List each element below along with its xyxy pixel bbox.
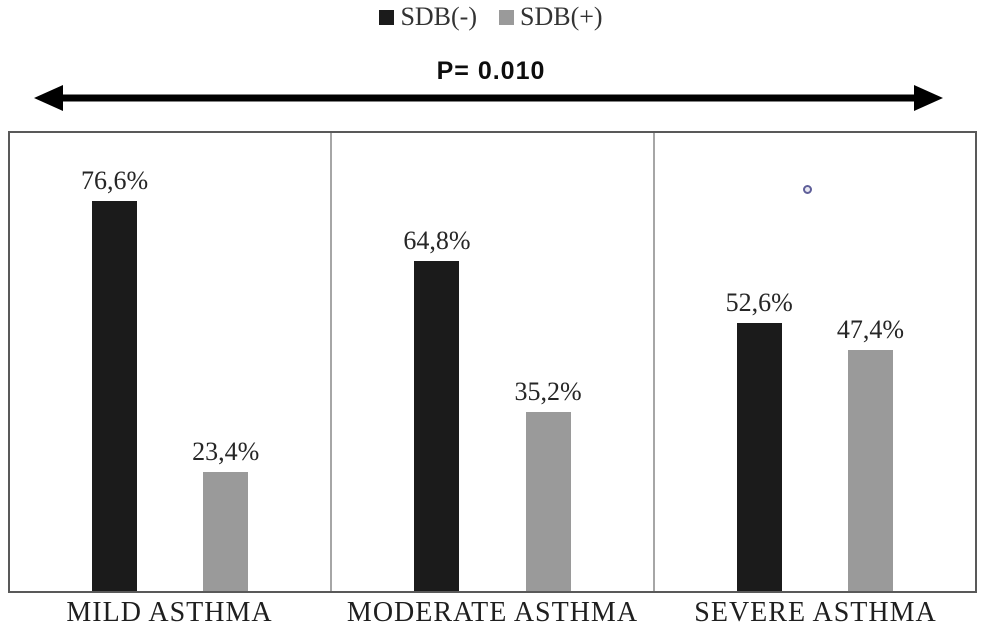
legend: SDB(-) SDB(+) xyxy=(0,2,982,32)
p-value-label: P= 0.010 xyxy=(436,57,546,85)
category-label: MILD ASTHMA xyxy=(66,597,273,628)
category-axis: MILD ASTHMA MODERATE ASTHMA SEVERE ASTHM… xyxy=(8,597,977,629)
panel-bars: 52,6% 47,4% xyxy=(655,290,975,591)
panel: 52,6% 47,4% xyxy=(655,133,975,591)
panel-bars: 76,6% 23,4% xyxy=(10,168,330,591)
ring-marker-icon xyxy=(803,185,812,194)
panel: 64,8% 35,2% xyxy=(330,133,655,591)
legend-label: SDB(-) xyxy=(400,2,477,31)
bar-value-label: 76,6% xyxy=(80,166,149,195)
bar-group: 35,2% xyxy=(514,377,582,591)
bar-value-label: 47,4% xyxy=(836,315,904,344)
plot-area: 76,6% 23,4% 64,8% 35,2% 52,6% 47,4% xyxy=(8,131,977,593)
legend-label: SDB(+) xyxy=(520,2,603,31)
panel: 76,6% 23,4% xyxy=(10,133,330,591)
legend-item-sdb-positive: SDB(+) xyxy=(499,2,603,32)
category-label: SEVERE ASTHMA xyxy=(694,597,937,628)
bar-SDB(-) xyxy=(92,201,138,591)
panel-bars: 64,8% 35,2% xyxy=(332,228,652,591)
double-arrow-icon xyxy=(34,85,943,111)
bar-SDB(-) xyxy=(414,261,460,591)
bar-value-label: 23,4% xyxy=(192,437,260,466)
bar-value-label: 52,6% xyxy=(725,288,793,317)
bar-SDB(+) xyxy=(847,350,893,591)
category-label: MODERATE ASTHMA xyxy=(346,597,639,628)
legend-swatch-gray-icon xyxy=(499,9,514,25)
bar-group: 52,6% xyxy=(726,290,793,591)
bar-SDB(+) xyxy=(203,472,249,591)
bar-value-label: 35,2% xyxy=(514,377,582,406)
bar-group: 64,8% xyxy=(403,228,470,591)
legend-swatch-black-icon xyxy=(379,9,395,25)
bar-value-label: 64,8% xyxy=(403,226,471,255)
bar-group: 76,6% xyxy=(81,168,148,591)
bar-group: 47,4% xyxy=(837,317,904,591)
bar-SDB(+) xyxy=(525,412,571,591)
legend-item-sdb-negative: SDB(-) xyxy=(379,2,477,32)
bar-group: 23,4% xyxy=(192,439,259,591)
bar-SDB(-) xyxy=(736,323,782,591)
